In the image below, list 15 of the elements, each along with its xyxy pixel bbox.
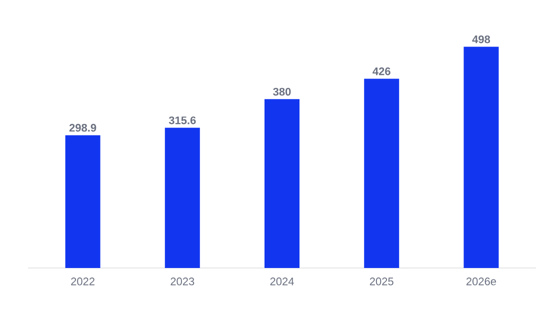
bar: [364, 78, 400, 268]
x-tick-label: 2024: [270, 278, 294, 286]
data-label: 426: [372, 67, 390, 76]
data-label: 498: [472, 35, 490, 44]
x-tick-label: 2025: [370, 278, 394, 286]
data-label: 315.6: [168, 116, 196, 124]
bar: [164, 128, 200, 268]
bar: [65, 135, 100, 268]
bar: [264, 99, 300, 268]
x-tick-label: 2022: [71, 278, 94, 286]
x-tick-label: 2023: [170, 278, 194, 286]
data-label: 380: [273, 88, 291, 96]
bar: [464, 46, 499, 268]
data-label: 298.9: [69, 124, 96, 132]
x-tick-label: 2026e: [466, 278, 496, 286]
